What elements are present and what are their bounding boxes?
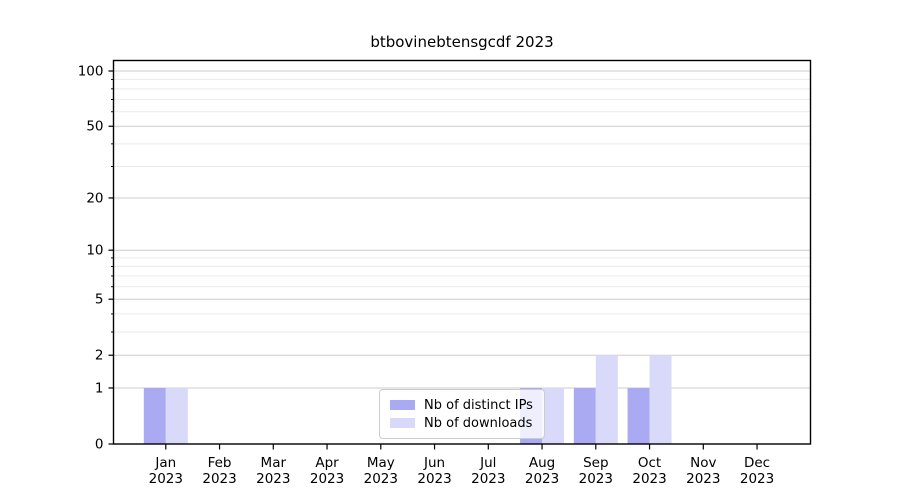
x-axis-tick-label-month: Apr	[315, 455, 339, 471]
bar-distinct-ips	[627, 387, 650, 444]
x-axis-tick-label-month: Aug	[529, 455, 555, 471]
y-axis-tick-label: 100	[78, 64, 104, 80]
y-axis-tick-label: 10	[86, 243, 103, 259]
bar-downloads	[649, 355, 672, 444]
y-axis-tick-label: 5	[95, 292, 104, 308]
legend-item: Nb of distinct IPs	[390, 399, 544, 412]
bar-downloads	[595, 355, 618, 444]
y-axis-tick-label: 20	[86, 190, 103, 206]
x-axis-tick-label-month: Dec	[744, 455, 770, 471]
x-axis-tick-label-month: Sep	[583, 455, 608, 471]
x-axis-tick-label-year: 2023	[364, 471, 398, 487]
x-axis-tick-label-month: Jan	[154, 455, 176, 471]
legend-item: Nb of downloads	[390, 417, 544, 430]
bar-downloads	[165, 387, 188, 444]
x-axis-tick-label-year: 2023	[525, 471, 559, 487]
x-axis-tick-label-month: Mar	[261, 455, 287, 471]
x-axis-tick-label-month: Oct	[638, 455, 661, 471]
x-axis-tick-label-month: May	[367, 455, 395, 471]
legend-swatch-downloads	[390, 418, 415, 428]
bar-downloads	[542, 387, 565, 444]
plot-border	[112, 59, 812, 445]
x-axis-tick-label-year: 2023	[202, 471, 236, 487]
x-axis-tick-label-month: Jul	[479, 455, 496, 471]
x-axis-tick-label-year: 2023	[256, 471, 290, 487]
x-axis-tick-label-month: Feb	[208, 455, 232, 471]
x-axis-tick-label-year: 2023	[632, 471, 666, 487]
bar-distinct-ips	[573, 387, 596, 444]
y-axis-tick-label: 50	[86, 119, 103, 135]
x-axis-tick-label-year: 2023	[740, 471, 774, 487]
y-axis-tick-label: 1	[95, 380, 104, 396]
legend-swatch-distinct-ips	[390, 400, 415, 410]
x-axis-tick-label-year: 2023	[310, 471, 344, 487]
x-axis-tick-label-year: 2023	[471, 471, 505, 487]
x-axis-tick-label-month: Jun	[423, 455, 445, 471]
chart-title: btbovinebtensgcdf 2023	[370, 33, 554, 51]
x-axis-tick-label-month: Nov	[690, 455, 716, 471]
x-axis-tick-label-year: 2023	[686, 471, 720, 487]
x-axis-tick-label-year: 2023	[417, 471, 451, 487]
y-axis-tick-label: 0	[95, 437, 104, 453]
legend-label-downloads: Nb of downloads	[424, 415, 533, 431]
x-axis-tick-label-year: 2023	[579, 471, 613, 487]
legend-label-distinct-ips: Nb of distinct IPs	[424, 397, 533, 413]
legend: Nb of distinct IPs Nb of downloads	[379, 389, 545, 439]
x-axis-tick-label-year: 2023	[149, 471, 183, 487]
y-axis-tick-label: 2	[95, 348, 104, 364]
bar-distinct-ips	[143, 387, 166, 444]
